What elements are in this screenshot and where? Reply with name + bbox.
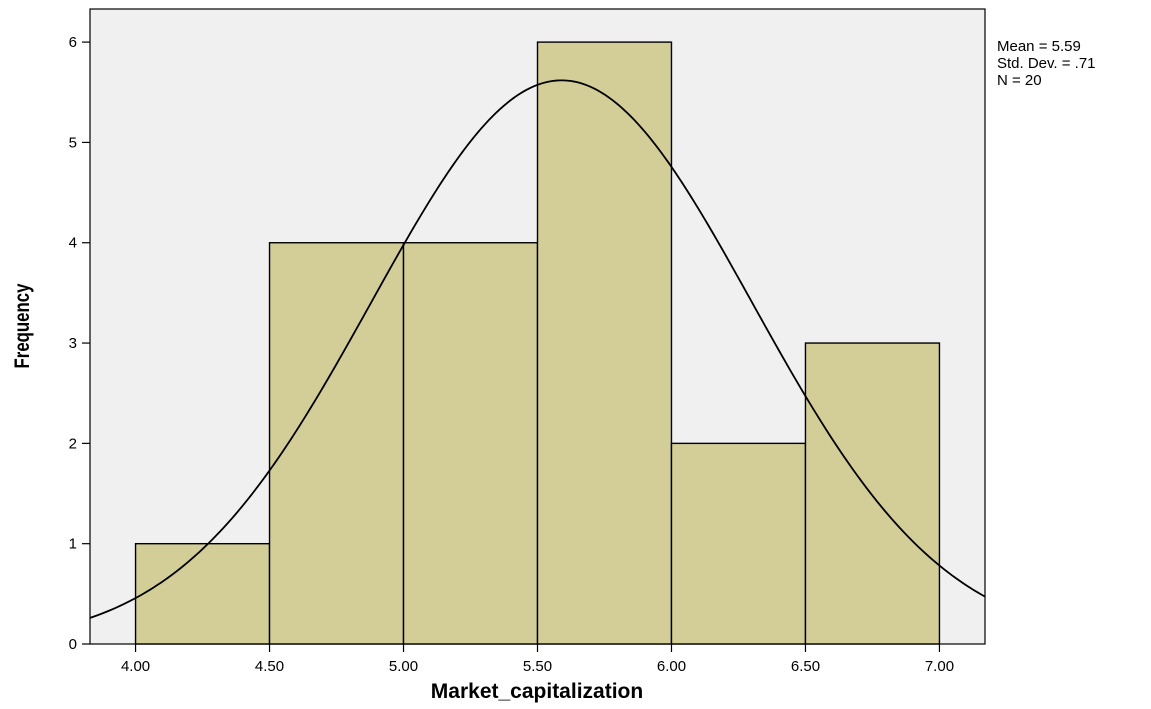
statistics-box: Mean = 5.59 Std. Dev. = .71 N = 20 — [997, 38, 1096, 89]
y-tick-label-3: 3 — [69, 335, 77, 352]
x-tick-label-6: 7.00 — [925, 658, 954, 675]
histogram-bar-4 — [670, 442, 807, 645]
y-tick-label-5: 5 — [69, 134, 77, 151]
histogram-bar-3 — [536, 41, 673, 645]
histogram-bar-0 — [134, 542, 271, 645]
y-tick-label-0: 0 — [69, 636, 77, 653]
histogram-bar-1 — [268, 242, 405, 645]
stats-std-dev: Std. Dev. = .71 — [997, 55, 1096, 72]
y-tick-label-1: 1 — [69, 536, 77, 553]
x-axis: 4.00 4.50 5.00 5.50 6.00 6.50 7.00 — [121, 644, 954, 675]
x-tick-label-4: 6.00 — [657, 658, 686, 675]
y-axis-title: Frequency — [11, 283, 34, 368]
x-axis-title: Market_capitalization — [431, 680, 643, 703]
y-tick-label-2: 2 — [69, 435, 77, 452]
stats-n: N = 20 — [997, 72, 1042, 89]
y-tick-label-4: 4 — [69, 235, 77, 252]
x-tick-label-2: 5.00 — [389, 658, 418, 675]
normal-curve — [89, 79, 986, 619]
x-tick-label-3: 5.50 — [523, 658, 552, 675]
y-tick-label-6: 6 — [69, 34, 77, 51]
x-tick-label-1: 4.50 — [255, 658, 284, 675]
y-axis: 0 1 2 3 4 5 6 — [69, 34, 90, 653]
x-tick-label-5: 6.50 — [791, 658, 820, 675]
x-tick-label-0: 4.00 — [121, 658, 150, 675]
stats-mean: Mean = 5.59 — [997, 38, 1081, 55]
bars-group — [134, 41, 941, 645]
histogram-bar-5 — [804, 342, 941, 645]
histogram-bar-2 — [402, 242, 539, 645]
